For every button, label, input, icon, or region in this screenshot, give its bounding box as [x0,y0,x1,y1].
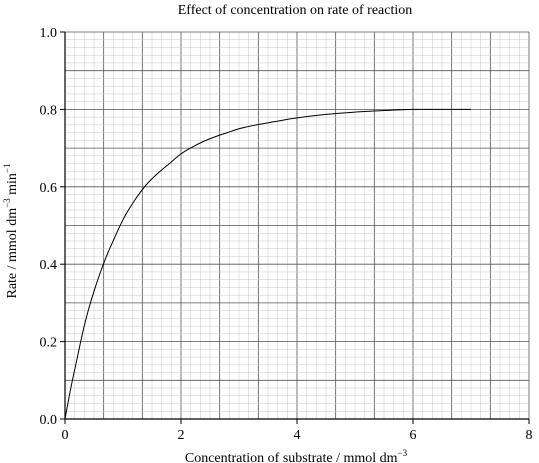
y-tick-label: 0.2 [40,336,58,351]
series-line [64,108,471,420]
y-tick-label: 0.4 [40,258,58,273]
y-tick-label: 0.6 [40,181,58,196]
y-axis-label: Rate / mmol dm−3 min−1 [2,163,20,298]
x-tick-label: 8 [526,428,533,443]
x-axis-label-exponent: −3 [398,448,408,458]
grid [64,31,530,420]
y-axis-label-exp1: −3 [2,198,12,208]
x-tick-labels: 0 2 4 6 8 [62,428,533,443]
series-layer [64,108,471,420]
y-axis-label-exp2: −1 [2,163,12,173]
x-axis-label: Concentration of substrate / mmol dm−3 [185,448,408,463]
y-tick-label: 0.0 [40,413,58,428]
x-tick-label: 4 [294,428,301,443]
chart-title: Effect of concentration on rate of react… [178,3,413,18]
y-axis-label-part1: Rate / mmol dm [5,208,20,299]
y-tick-label: 0.8 [40,103,58,118]
axes [60,31,530,424]
x-tick-label: 2 [178,428,185,443]
y-tick-label: 1.0 [40,26,58,41]
y-tick-labels: 0.0 0.2 0.4 0.6 0.8 1.0 [40,26,58,428]
y-axis-label-part2: min [5,173,20,198]
x-tick-label: 0 [62,428,69,443]
x-axis-label-base: Concentration of substrate / mmol dm [185,451,398,463]
x-tick-label: 6 [410,428,417,443]
